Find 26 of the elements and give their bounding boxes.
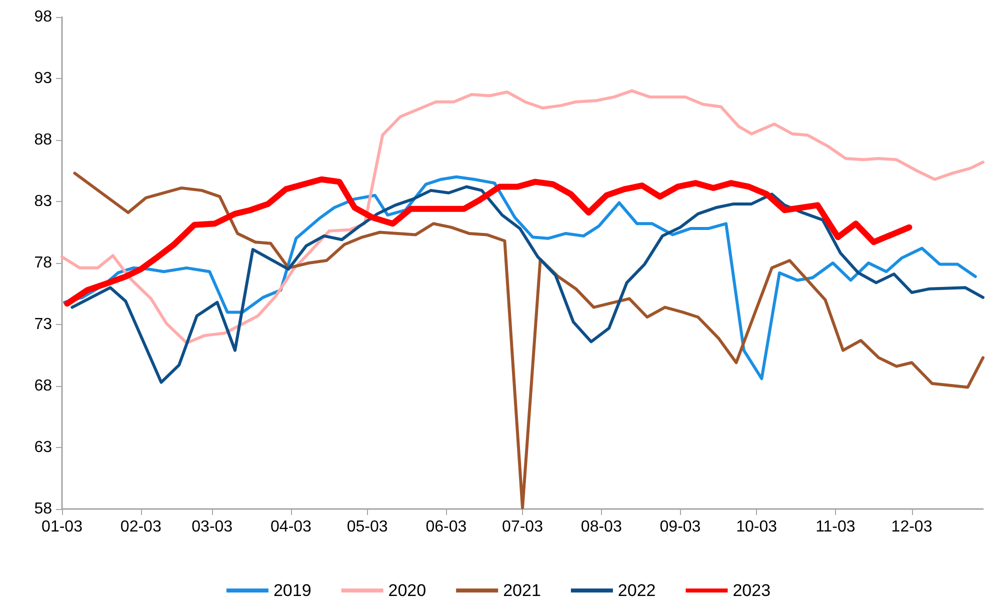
y-tick-label: 68 <box>34 378 52 394</box>
x-tick-label: 07-03 <box>502 518 544 536</box>
x-tick-label: 11-03 <box>816 518 856 536</box>
y-tick-label: 58 <box>34 500 52 518</box>
y-tick-label: 98 <box>34 8 52 26</box>
x-tick-label: 01-03 <box>42 518 83 536</box>
y-tick-label: 93 <box>34 70 52 87</box>
x-tick-label: 08-03 <box>580 518 622 536</box>
legend-label: 2022 <box>618 581 656 600</box>
legend-label: 2023 <box>732 581 771 600</box>
x-tick-label: 10-03 <box>736 518 778 536</box>
y-tick-label: 73 <box>34 316 52 333</box>
y-tick-label: 83 <box>34 193 52 210</box>
x-tick-label: 04-03 <box>270 518 312 536</box>
legend-label: 2021 <box>503 581 541 600</box>
y-tick-label: 63 <box>34 439 52 456</box>
legend-label: 2019 <box>273 581 312 600</box>
y-tick-label: 88 <box>34 132 52 148</box>
x-tick-label: 02-03 <box>120 518 162 536</box>
x-tick-label: 05-03 <box>346 518 388 536</box>
y-tick-label: 78 <box>34 254 52 272</box>
x-tick-label: 12-03 <box>891 518 932 536</box>
x-tick-label: 03-03 <box>192 518 233 536</box>
x-tick-label: 09-03 <box>660 518 701 536</box>
legend-label: 2020 <box>388 581 426 600</box>
x-tick-label: 06-03 <box>426 518 467 536</box>
